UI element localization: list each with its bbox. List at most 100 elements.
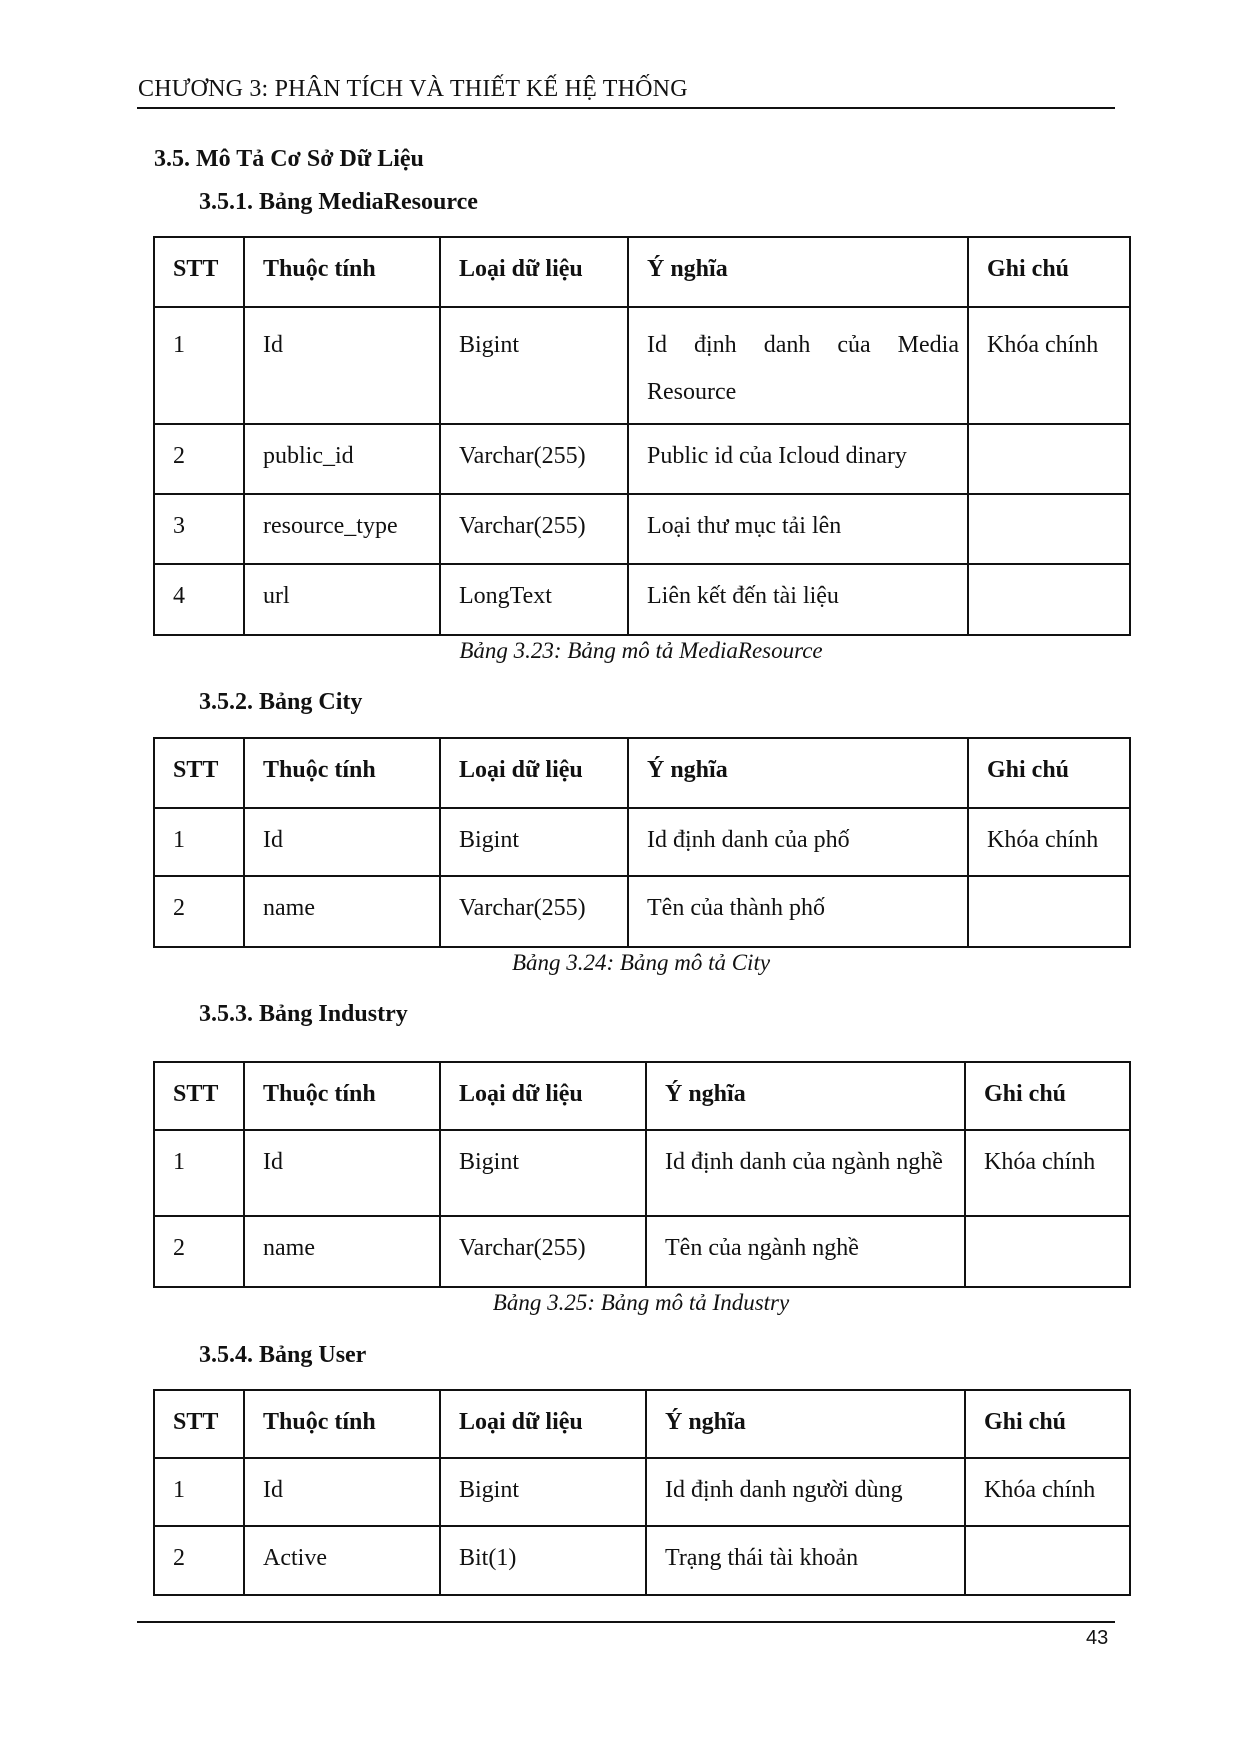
table-cell: Varchar(255): [439, 423, 629, 495]
table-cell: Id: [243, 1129, 441, 1217]
schema-table: STT Thuộc tính Loại dữ liệu Ý nghĩa Ghi chú 1…: [153, 236, 1131, 636]
table-cell: Bigint: [439, 1129, 647, 1217]
table-row: 1 Id Bigint Id định danh của phố Khóa chính: [153, 807, 1131, 877]
column-header: Loại dữ liệu: [439, 737, 629, 809]
table-cell: Varchar(255): [439, 493, 629, 565]
schema-table: STT Thuộc tính Loại dữ liệu Ý nghĩa Ghi chú 1…: [153, 1061, 1131, 1288]
column-header: Ghi chú: [967, 236, 1131, 308]
table-heading: 3.5.2. Bảng City: [199, 689, 363, 715]
chapter-header: CHƯƠNG 3: PHÂN TÍCH VÀ THIẾT KẾ HỆ THỐNG: [138, 76, 688, 102]
table-cell: Tên của thành phố: [627, 875, 969, 948]
column-header: Ý nghĩa: [627, 236, 969, 308]
table-row: 2 name Varchar(255) Tên của thành phố: [153, 875, 1131, 948]
page-number: 43: [1086, 1627, 1109, 1649]
table-cell: [967, 875, 1131, 948]
table-cell: name: [243, 1215, 441, 1288]
table-cell: public_id: [243, 423, 441, 495]
table-row: 1 Id Bigint Id định danh của ngành nghề Khóa…: [153, 1129, 1131, 1217]
table-cell: Id: [243, 306, 441, 425]
table-cell: LongText: [439, 563, 629, 636]
table-cell: Id định danh của ngành nghề: [645, 1129, 966, 1217]
table-cell: Varchar(255): [439, 1215, 647, 1288]
table-cell: Id định danh người dùng: [645, 1457, 966, 1527]
table-header-row: STT Thuộc tính Loại dữ liệu Ý nghĩa Ghi chú: [153, 236, 1131, 308]
table-caption: Bảng 3.23: Bảng mô tả MediaResource: [459, 638, 823, 663]
header-divider: [137, 107, 1115, 109]
table-cell: 3: [153, 493, 245, 565]
schema-table: STT Thuộc tính Loại dữ liệu Ý nghĩa Ghi chú 1…: [153, 1389, 1131, 1596]
table-row: 3 resource_type Varchar(255) Loại thư mục t…: [153, 493, 1131, 565]
table-cell: Khóa chính: [964, 1129, 1131, 1217]
table-cell: Khóa chính: [967, 306, 1131, 425]
table-row: 2 Active Bit(1) Trạng thái tài khoản: [153, 1525, 1131, 1596]
column-header: Ý nghĩa: [645, 1061, 966, 1131]
table-cell: Bigint: [439, 1457, 647, 1527]
table-cell: [967, 423, 1131, 495]
table-cell: Id: [243, 1457, 441, 1527]
table-cell: Trạng thái tài khoản: [645, 1525, 966, 1596]
table-cell: 4: [153, 563, 245, 636]
table-cell: [967, 493, 1131, 565]
column-header: Ý nghĩa: [645, 1389, 966, 1459]
table-caption: Bảng 3.25: Bảng mô tả Industry: [492, 1290, 790, 1315]
table-cell: 2: [153, 1215, 245, 1288]
column-header: Thuộc tính: [243, 1389, 441, 1459]
table-cell: [964, 1215, 1131, 1288]
column-header: Loại dữ liệu: [439, 1061, 647, 1131]
table-cell: 1: [153, 1457, 245, 1527]
table-cell: 2: [153, 875, 245, 948]
table-cell: Bigint: [439, 807, 629, 877]
table-cell: Id định danh của Media Resource: [627, 306, 969, 425]
table-cell: Id định danh của phố: [627, 807, 969, 877]
table-cell: name: [243, 875, 441, 948]
table-heading: 3.5.4. Bảng User: [199, 1342, 367, 1368]
table-cell: 1: [153, 1129, 245, 1217]
table-cell: Active: [243, 1525, 441, 1596]
table-caption: Bảng 3.24: Bảng mô tả City: [511, 950, 771, 975]
column-header: STT: [153, 236, 245, 308]
table-cell: 2: [153, 423, 245, 495]
table-cell: Id: [243, 807, 441, 877]
schema-table: STT Thuộc tính Loại dữ liệu Ý nghĩa Ghi chú 1…: [153, 737, 1131, 948]
table-cell: resource_type: [243, 493, 441, 565]
table-row: 1 Id Bigint Id định danh người dùng Khóa chí…: [153, 1457, 1131, 1527]
table-cell: Loại thư mục tải lên: [627, 493, 969, 565]
table-cell: [967, 563, 1131, 636]
column-header: STT: [153, 1061, 245, 1131]
column-header: Loại dữ liệu: [439, 236, 629, 308]
table-row: 1 Id Bigint Id định danh của Media Resource…: [153, 306, 1131, 425]
table-row: 2 name Varchar(255) Tên của ngành nghề: [153, 1215, 1131, 1288]
table-cell: Tên của ngành nghề: [645, 1215, 966, 1288]
column-header: Thuộc tính: [243, 737, 441, 809]
table-cell: [964, 1525, 1131, 1596]
table-header-row: STT Thuộc tính Loại dữ liệu Ý nghĩa Ghi chú: [153, 737, 1131, 809]
section-title: 3.5. Mô Tả Cơ Sở Dữ Liệu: [154, 146, 424, 172]
table-cell: 1: [153, 306, 245, 425]
table-heading: 3.5.1. Bảng MediaResource: [199, 189, 478, 215]
table-row: 4 url LongText Liên kết đến tài liệu: [153, 563, 1131, 636]
table-row: 2 public_id Varchar(255) Public id của Iclo…: [153, 423, 1131, 495]
column-header: Ghi chú: [967, 737, 1131, 809]
table-cell: Liên kết đến tài liệu: [627, 563, 969, 636]
column-header: Ghi chú: [964, 1061, 1131, 1131]
table-cell: url: [243, 563, 441, 636]
table-cell: Public id của Icloud dinary: [627, 423, 969, 495]
table-cell: Bit(1): [439, 1525, 647, 1596]
table-header-row: STT Thuộc tính Loại dữ liệu Ý nghĩa Ghi chú: [153, 1061, 1131, 1131]
column-header: STT: [153, 737, 245, 809]
table-heading: 3.5.3. Bảng Industry: [199, 1001, 408, 1027]
column-header: Ghi chú: [964, 1389, 1131, 1459]
table-cell: Bigint: [439, 306, 629, 425]
table-cell: 2: [153, 1525, 245, 1596]
table-cell: Khóa chính: [964, 1457, 1131, 1527]
column-header: STT: [153, 1389, 245, 1459]
column-header: Thuộc tính: [243, 236, 441, 308]
table-cell: 1: [153, 807, 245, 877]
column-header: Loại dữ liệu: [439, 1389, 647, 1459]
footer-divider: [137, 1621, 1115, 1623]
column-header: Ý nghĩa: [627, 737, 969, 809]
table-cell: Khóa chính: [967, 807, 1131, 877]
table-cell: Varchar(255): [439, 875, 629, 948]
table-header-row: STT Thuộc tính Loại dữ liệu Ý nghĩa Ghi chú: [153, 1389, 1131, 1459]
column-header: Thuộc tính: [243, 1061, 441, 1131]
